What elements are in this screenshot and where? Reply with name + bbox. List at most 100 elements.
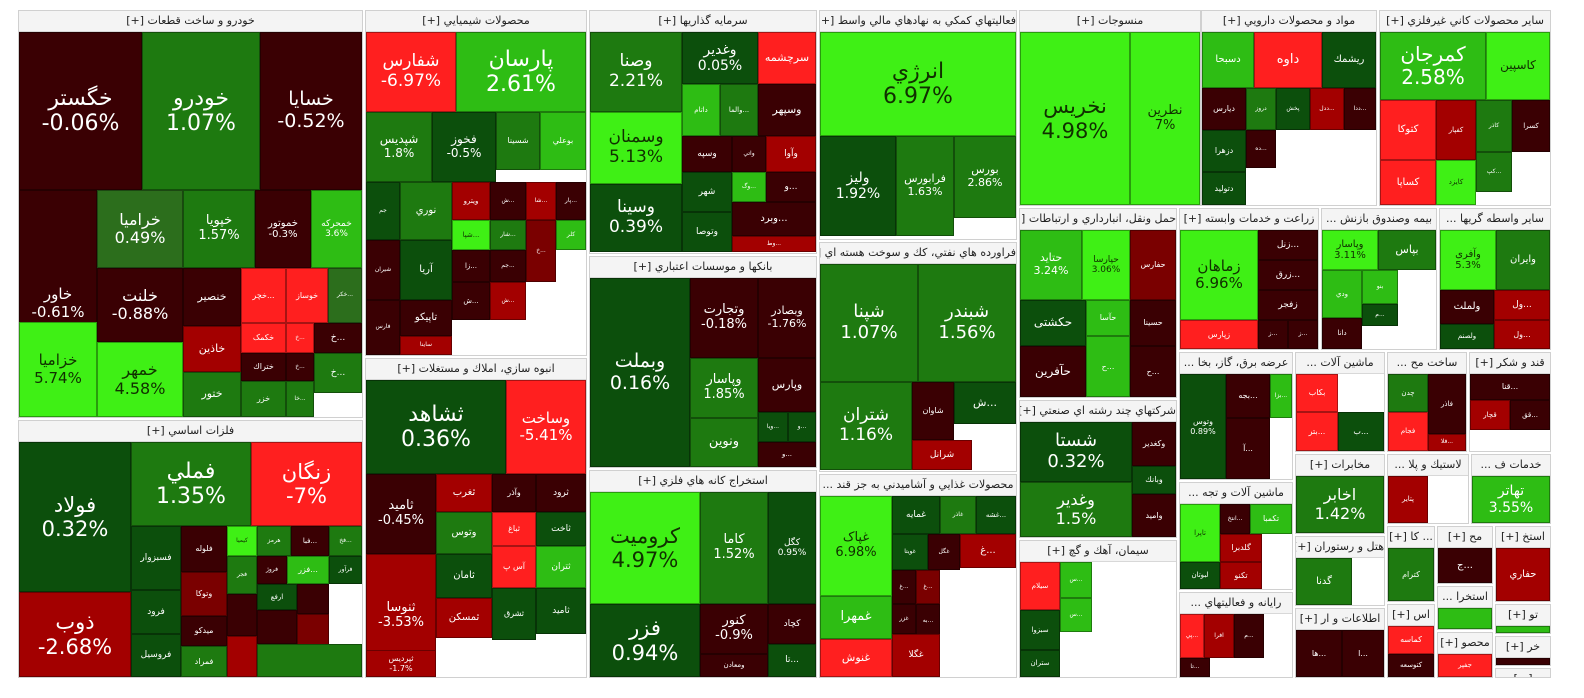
sector-title[interactable]: عرضه برق، گاز، بخا ... [1180,353,1292,374]
stock-tile[interactable]: تا... [1180,658,1210,677]
stock-tile[interactable]: ثپردیس -1.7% [366,650,436,677]
stock-tile[interactable]: انرژي 6.97% [820,32,1016,136]
stock-tile[interactable]: ومعادن [700,654,768,677]
sector-title[interactable]: ساير واسطه گريها ... [1440,209,1550,230]
stock-tile[interactable]: بپاس [1378,230,1436,270]
sector-title[interactable]: خر [+] [1496,637,1550,658]
stock-tile[interactable]: ده... [1246,130,1276,168]
stock-tile[interactable]: کاسپین [1486,32,1550,100]
stock-tile[interactable]: كاذر [1476,100,1512,152]
stock-tile[interactable]: جفپر [1438,654,1492,677]
stock-tile[interactable]: ثاخت [536,512,586,546]
stock-tile[interactable]: ارفع [257,584,297,610]
stock-tile[interactable]: وبرد... [732,202,816,236]
stock-tile[interactable]: ختراك [241,353,286,381]
stock-tile[interactable]: وصنا 2.21% [590,32,682,112]
stock-tile[interactable]: هرمز [257,526,291,556]
stock-tile[interactable]: حآسا [1086,300,1130,336]
stock-tile[interactable]: فسبزوار [131,526,181,590]
stock-tile[interactable]: كفپار [1436,100,1476,160]
stock-tile[interactable]: خ... [286,323,314,353]
stock-tile[interactable]: ديارس [1202,88,1246,130]
stock-tile[interactable] [297,584,329,614]
stock-tile[interactable]: كتوكا [1380,100,1436,160]
stock-tile[interactable]: كپ... [1476,152,1512,192]
stock-tile[interactable]: ش... [954,382,1016,424]
sector-title[interactable]: فراورده هاي نفتي، كك و سوخت هسته اي [+] [820,243,1016,264]
stock-tile[interactable]: واتي [732,136,766,172]
stock-tile[interactable]: وسمنان 5.13% [590,112,682,184]
stock-tile[interactable]: غنوش [820,639,892,677]
stock-tile[interactable]: بنو [1362,270,1398,304]
sector-title[interactable]: لاستيك و پلا ... [1388,455,1468,476]
stock-tile[interactable] [227,594,257,636]
stock-tile[interactable]: وآذر [492,474,536,512]
stock-tile[interactable]: خمحرکه 3.6% [311,190,362,268]
stock-tile[interactable]: خچر... [241,268,286,323]
stock-tile[interactable]: نخريس 4.98% [1020,32,1130,205]
stock-tile[interactable]: فارس [366,300,400,355]
stock-tile[interactable]: غاذر [940,496,976,534]
stock-tile[interactable]: وتوكا [181,572,227,616]
stock-tile[interactable]: افرا [1204,614,1234,658]
stock-tile[interactable]: دزهرا [1202,130,1246,172]
stock-tile[interactable]: ز... [1258,320,1288,349]
stock-tile[interactable]: خكمک [241,323,286,353]
stock-tile[interactable]: ولیز 1.92% [820,136,896,236]
stock-tile[interactable]: ش... [452,282,490,320]
sector-title[interactable]: بيمه وصندوق بازنش ... [1322,209,1436,230]
stock-tile[interactable]: تكنو [1220,562,1262,589]
stock-tile[interactable]: وبملت 0.16% [590,278,690,467]
sector-title[interactable]: قند و شكر [+] [1470,353,1550,374]
stock-tile[interactable]: كچاد [768,604,816,644]
stock-tile[interactable]: آ... [1226,418,1270,479]
stock-tile[interactable]: خنصير [183,268,241,326]
stock-tile[interactable]: ستران [1020,650,1060,677]
stock-tile[interactable]: گدنا [1296,558,1352,605]
stock-tile[interactable]: ج... [1438,548,1492,583]
stock-tile[interactable]: ثامان [436,554,492,598]
stock-tile[interactable]: ثشرق [492,588,536,640]
stock-tile[interactable]: فاذر [1428,374,1466,434]
stock-tile[interactable]: ثامید [536,588,586,634]
stock-tile[interactable]: خگستر -0.06% [19,32,142,190]
stock-tile[interactable]: شيران [366,240,400,300]
sector-title[interactable]: فعاليتهاي كمكي به نهادهاي مالي واسط [+] [820,11,1016,32]
stock-tile[interactable]: زا... [452,250,490,282]
stock-tile[interactable]: وساخت -5.41% [506,380,586,474]
stock-tile[interactable] [1438,608,1492,629]
stock-tile[interactable]: پار... [556,182,586,220]
stock-tile[interactable]: غ... [960,534,1016,568]
stock-tile[interactable]: خزر [241,381,286,417]
stock-tile[interactable]: فخوز -0.5% [432,112,496,182]
stock-tile[interactable]: وسپه [682,136,732,172]
stock-tile[interactable]: فولاد 0.32% [19,442,131,592]
stock-tile[interactable]: قق... [1510,400,1550,430]
stock-tile[interactable]: وآوا [766,136,816,172]
stock-tile[interactable]: وغدیر 1.5% [1020,482,1132,537]
stock-tile[interactable]: والما... [720,84,758,136]
stock-tile[interactable]: خمهر 4.58% [97,342,183,417]
stock-tile[interactable]: ويا... [758,412,788,442]
stock-tile[interactable]: خا... [286,381,314,417]
stock-tile[interactable]: خزامیا 5.74% [19,322,97,417]
stock-tile[interactable]: زماهان 6.96% [1180,230,1258,320]
stock-tile[interactable]: كتوسعه [1388,654,1434,677]
stock-tile[interactable]: فخ... [329,526,362,556]
sector-title[interactable]: شركتهاي چند رشته اي صنعتي [+] [1020,401,1176,422]
stock-tile[interactable]: ثتران [536,546,586,588]
stock-tile[interactable]: كساپا [1380,160,1436,205]
stock-tile[interactable]: وسینا 0.39% [590,184,682,252]
stock-tile[interactable]: خكر... [328,268,362,323]
stock-tile[interactable] [227,636,257,677]
stock-tile[interactable]: ول... [1494,290,1550,320]
stock-tile[interactable]: شرانل [912,440,972,470]
stock-tile[interactable]: خ... [314,353,362,393]
stock-tile[interactable]: وپاسار 1.85% [690,358,758,418]
sector-title[interactable]: انبوه سازي، املاك و مستغلات [+] [366,359,586,380]
sector-title[interactable]: محصولات شيميايي [+] [366,11,586,32]
stock-tile[interactable]: سرچشمه [758,32,816,84]
stock-tile[interactable]: داتام [682,84,720,136]
stock-tile[interactable]: بكاب [1296,374,1338,412]
stock-tile[interactable]: نطرين 7% [1130,32,1200,205]
